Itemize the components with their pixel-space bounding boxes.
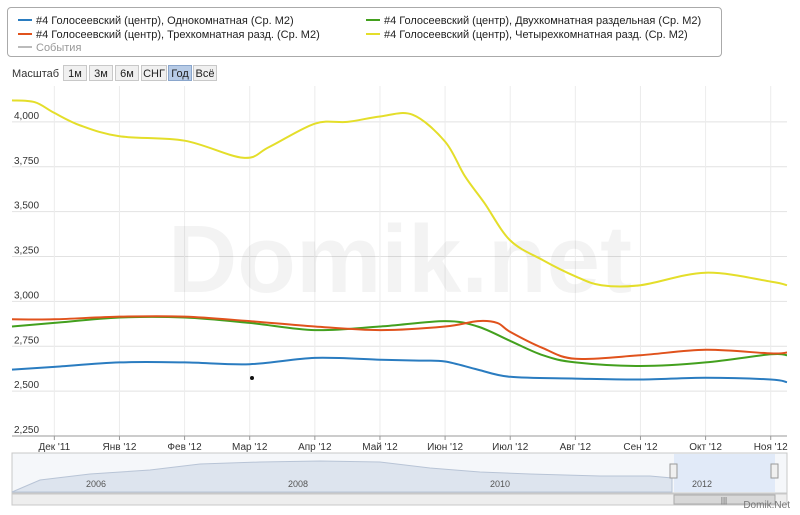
zoom-1y-button[interactable]: Год xyxy=(168,65,192,81)
x-tick-label: Окт '12 xyxy=(689,442,722,453)
y-tick-label: 3,250 xyxy=(14,246,39,257)
navigator-area xyxy=(11,460,673,493)
legend-swatch-2room xyxy=(366,19,380,22)
x-tick-label: Май '12 xyxy=(362,442,398,453)
navigator-year-2006: 2006 xyxy=(86,479,106,489)
x-tick-label: Фев '12 xyxy=(167,442,202,453)
x-tick-label: Янв '12 xyxy=(103,442,137,453)
series-line-1[interactable] xyxy=(11,356,788,384)
legend-swatch-3room xyxy=(18,33,32,36)
navigator-scrollbar[interactable] xyxy=(11,493,788,506)
legend-label-3room: #4 Голосеевский (центр), Трехкомнатная р… xyxy=(36,29,320,41)
x-tick-label: Июл '12 xyxy=(492,442,529,453)
zoom-ytd-button[interactable]: СНГ xyxy=(141,65,167,81)
legend-item-3room[interactable]: #4 Голосеевский (центр), Трехкомнатная р… xyxy=(18,28,320,42)
y-tick-label: 3,750 xyxy=(14,156,39,167)
y-tick-label: 2,250 xyxy=(14,425,39,436)
x-tick-label: Дек '11 xyxy=(38,442,70,453)
navigator-year-2008: 2008 xyxy=(288,479,308,489)
legend-swatch-4room xyxy=(366,33,380,36)
legend-item-1room[interactable]: #4 Голосеевский (центр), Однокомнатная (… xyxy=(18,14,294,28)
scrollbar-thumb[interactable] xyxy=(673,494,776,505)
navigator-year-2010: 2010 xyxy=(490,479,510,489)
series-line-4[interactable] xyxy=(11,99,788,288)
x-tick-label: Авг '12 xyxy=(560,442,592,453)
plot-background xyxy=(12,86,787,436)
event-marker[interactable] xyxy=(250,376,254,380)
zoom-label: Масштаб xyxy=(12,68,60,80)
x-tick-label: Мар '12 xyxy=(232,442,268,453)
legend: #4 Голосеевский (центр), Однокомнатная (… xyxy=(7,7,722,57)
zoom-6m-button[interactable]: 6м xyxy=(115,65,139,81)
y-tick-label: 2,750 xyxy=(14,335,39,346)
legend-label-2room: #4 Голосеевский (центр), Двухкомнатная р… xyxy=(384,15,702,27)
legend-swatch-events xyxy=(18,46,32,49)
legend-item-2room[interactable]: #4 Голосеевский (центр), Двухкомнатная р… xyxy=(366,14,701,28)
legend-item-events[interactable]: События xyxy=(18,41,81,55)
zoom-1m-button[interactable]: 1м xyxy=(63,65,87,81)
zoom-3m-button[interactable]: 3м xyxy=(89,65,113,81)
series-lines xyxy=(11,99,788,384)
legend-label-1room: #4 Голосеевский (центр), Однокомнатная (… xyxy=(36,15,294,27)
y-tick-label: 3,500 xyxy=(14,201,39,212)
scrollbar-grip-icon: ||| xyxy=(721,496,727,505)
credit-label: Domik.Net xyxy=(743,500,790,511)
navigator-year-2012: 2012 xyxy=(692,479,712,489)
zoom-all-button[interactable]: Всё xyxy=(193,65,217,81)
x-axis: Дек '11 Янв '12 Фев '12 Мар '12 Апр '12 Май '… xyxy=(38,436,788,453)
navigator-right-handle[interactable] xyxy=(770,463,779,479)
x-tick-label: Ноя '12 xyxy=(754,442,788,453)
x-tick-label: Сен '12 xyxy=(623,442,658,453)
series-line-3[interactable] xyxy=(11,315,788,361)
watermark: Domik.net xyxy=(168,206,632,313)
legend-label-events: События xyxy=(36,42,82,54)
legend-label-4room: #4 Голосеевский (центр), Четырехкомнатна… xyxy=(384,29,688,41)
legend-item-4room[interactable]: #4 Голосеевский (центр), Четырехкомнатна… xyxy=(366,28,688,42)
navigator-left-handle[interactable] xyxy=(669,463,678,479)
x-tick-label: Апр '12 xyxy=(298,442,332,453)
legend-swatch-1room xyxy=(18,19,32,22)
y-axis: 2,250 2,500 2,750 3,000 3,250 3,500 3,750 4,000 xyxy=(14,111,39,436)
y-tick-label: 4,000 xyxy=(14,111,39,122)
navigator[interactable]: 2006 2008 2010 2012 ||| xyxy=(11,452,788,506)
y-tick-label: 2,500 xyxy=(14,380,39,391)
navigator-selection[interactable] xyxy=(674,454,775,492)
y-tick-label: 3,000 xyxy=(14,290,39,301)
x-tick-label: Июн '12 xyxy=(427,442,463,453)
